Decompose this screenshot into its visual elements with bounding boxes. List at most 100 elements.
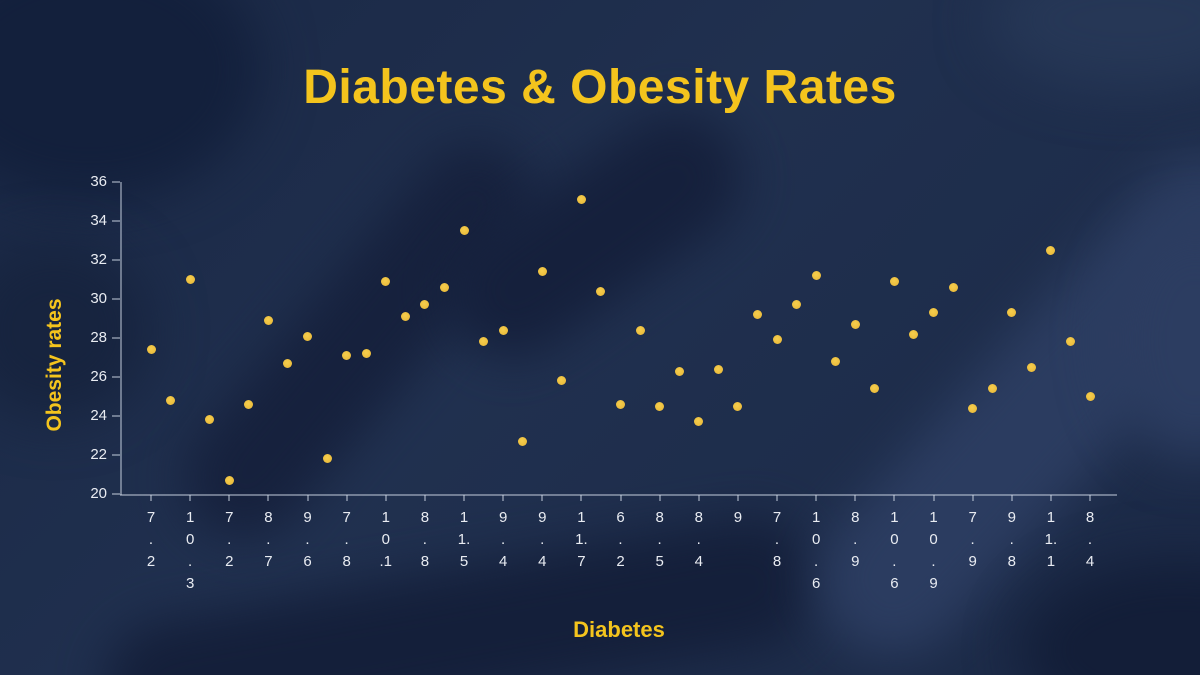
scatter-point	[713, 364, 723, 374]
x-tick-mark	[1010, 495, 1013, 501]
scatter-point	[674, 366, 684, 376]
y-tick-label: 24	[90, 407, 107, 424]
x-tick-label: 1 1. 7	[575, 509, 588, 570]
x-tick-label: 9	[733, 509, 743, 526]
x-tick-label: 8.4	[694, 509, 703, 570]
y-tick-label: 36	[90, 173, 107, 190]
x-tick-mark	[971, 495, 974, 501]
scatter-point	[420, 300, 430, 310]
scatter-point	[342, 351, 352, 361]
y-tick-mark	[112, 376, 120, 378]
scatter-point	[537, 267, 547, 277]
x-tick-label: 8.8	[420, 509, 430, 570]
x-tick-mark	[306, 495, 309, 501]
x-tick-mark	[502, 495, 505, 501]
y-tick-mark	[112, 337, 120, 339]
scatter-point	[968, 403, 978, 413]
x-tick-mark	[345, 495, 348, 501]
scatter-point	[752, 310, 762, 320]
y-tick-label: 22	[90, 446, 107, 463]
x-tick-mark	[228, 495, 231, 501]
scatter-point	[400, 312, 410, 322]
x-axis-title: Diabetes	[573, 617, 665, 642]
scatter-point	[811, 271, 821, 281]
y-tick-mark	[112, 454, 120, 456]
x-tick-label: 7.8	[772, 509, 782, 570]
x-tick-mark	[854, 495, 857, 501]
scatter-point	[772, 335, 782, 345]
x-tick-mark	[267, 495, 270, 501]
x-tick-mark	[423, 495, 426, 501]
x-tick-label: 6.2	[616, 509, 625, 570]
x-tick-mark	[776, 495, 778, 501]
x-tick-mark	[580, 495, 583, 501]
x-tick-mark	[658, 495, 661, 501]
x-tick-label: 9.8	[1007, 509, 1016, 570]
x-tick-mark	[189, 495, 192, 501]
scatter-point	[889, 276, 899, 286]
scatter-point	[1007, 308, 1017, 318]
x-tick-label: 9.4	[498, 509, 508, 570]
scatter-point	[322, 454, 332, 464]
scatter-point	[263, 315, 273, 325]
x-axis-line	[120, 494, 1117, 496]
scatter-point	[948, 282, 958, 292]
x-tick-label: 8.4	[1085, 509, 1095, 570]
scatter-point	[361, 349, 371, 359]
x-tick-mark	[1049, 495, 1052, 501]
y-tick-label: 26	[90, 368, 107, 385]
y-tick-mark	[112, 181, 120, 183]
y-tick-mark	[112, 220, 120, 222]
x-tick-mark	[893, 495, 896, 501]
scatter-point	[244, 399, 254, 409]
scatter-point	[224, 475, 234, 485]
scatter-point	[1026, 362, 1036, 372]
x-tick-label: 1 1. 5	[457, 509, 471, 570]
x-tick-label: 8.5	[655, 509, 664, 570]
y-tick-mark	[112, 415, 120, 417]
y-tick-label: 28	[90, 329, 107, 346]
scatter-point	[381, 276, 391, 286]
x-tick-mark	[463, 495, 465, 501]
x-tick-mark	[1089, 495, 1091, 501]
scatter-point	[498, 325, 508, 335]
x-tick-mark	[932, 495, 935, 501]
chart-title: Diabetes & Obesity Rates	[303, 61, 897, 114]
scatter-point	[909, 329, 919, 339]
y-tick-label: 30	[90, 290, 107, 307]
background-blob-left-mid	[0, 240, 150, 420]
x-tick-mark	[697, 495, 700, 501]
scatter-point	[205, 415, 215, 425]
x-tick-mark	[150, 495, 152, 501]
y-tick-label: 34	[90, 212, 107, 229]
y-axis-title: Obesity rates	[43, 298, 66, 432]
x-tick-label: 9.6	[303, 509, 312, 570]
scatter-point	[518, 436, 528, 446]
scatter-point	[655, 401, 665, 411]
x-tick-mark	[815, 495, 818, 501]
scatter-point	[283, 358, 293, 368]
scatter-point	[987, 384, 997, 394]
scatter-point	[479, 337, 489, 347]
scatter-point	[576, 195, 586, 205]
y-axis-line	[120, 182, 122, 495]
scatter-point	[166, 395, 176, 405]
x-tick-label: 7.8	[342, 509, 351, 570]
x-tick-label: 7.9	[968, 509, 977, 570]
scatter-point	[850, 319, 860, 329]
y-tick-mark	[112, 493, 120, 495]
x-tick-label: 1 0.1	[379, 509, 393, 570]
scatter-point	[185, 275, 195, 284]
scatter-point	[596, 286, 606, 296]
x-tick-label: 1 1. 1	[1044, 509, 1058, 570]
scatter-point	[439, 282, 449, 292]
x-tick-mark	[384, 495, 387, 501]
y-tick-label: 32	[90, 251, 107, 268]
scatter-point	[459, 226, 469, 236]
x-tick-label: 7.2	[225, 509, 234, 570]
